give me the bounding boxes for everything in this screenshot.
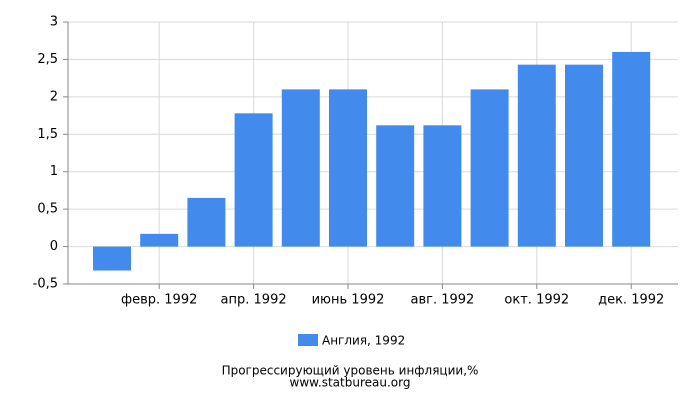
x-tick-label: апр. 1992 <box>221 293 287 308</box>
bar <box>187 197 226 247</box>
bar <box>234 113 273 247</box>
y-tick-label: -0,5 <box>33 277 58 292</box>
bar <box>565 64 603 247</box>
bar <box>376 125 415 247</box>
bar <box>329 89 367 247</box>
x-tick-label: дек. 1992 <box>598 293 664 308</box>
x-tick-label: февр. 1992 <box>121 293 197 308</box>
legend-swatch <box>298 334 318 346</box>
bar <box>470 89 509 247</box>
legend-label: Англия, 1992 <box>322 334 405 348</box>
y-tick-label: 3 <box>50 15 58 30</box>
y-tick-label: 0,5 <box>37 202 58 217</box>
y-tick-label: 1,5 <box>37 127 58 142</box>
x-tick-label: авг. 1992 <box>410 293 474 308</box>
y-tick-label: 2,5 <box>37 52 58 67</box>
chart-title: Прогрессирующий уровень инфляции,% <box>222 364 479 378</box>
bar <box>140 233 179 247</box>
bar <box>423 125 462 247</box>
bar <box>517 64 556 247</box>
bar <box>612 51 651 247</box>
bar <box>93 246 131 271</box>
y-tick-label: 2 <box>50 89 58 104</box>
y-tick-label: 1 <box>50 164 58 179</box>
bar <box>281 89 320 247</box>
x-tick-label: окт. 1992 <box>504 293 569 308</box>
source: www.statbureau.org <box>290 376 411 390</box>
y-tick-label: 0 <box>50 239 58 254</box>
x-tick-label: июнь 1992 <box>312 293 385 308</box>
